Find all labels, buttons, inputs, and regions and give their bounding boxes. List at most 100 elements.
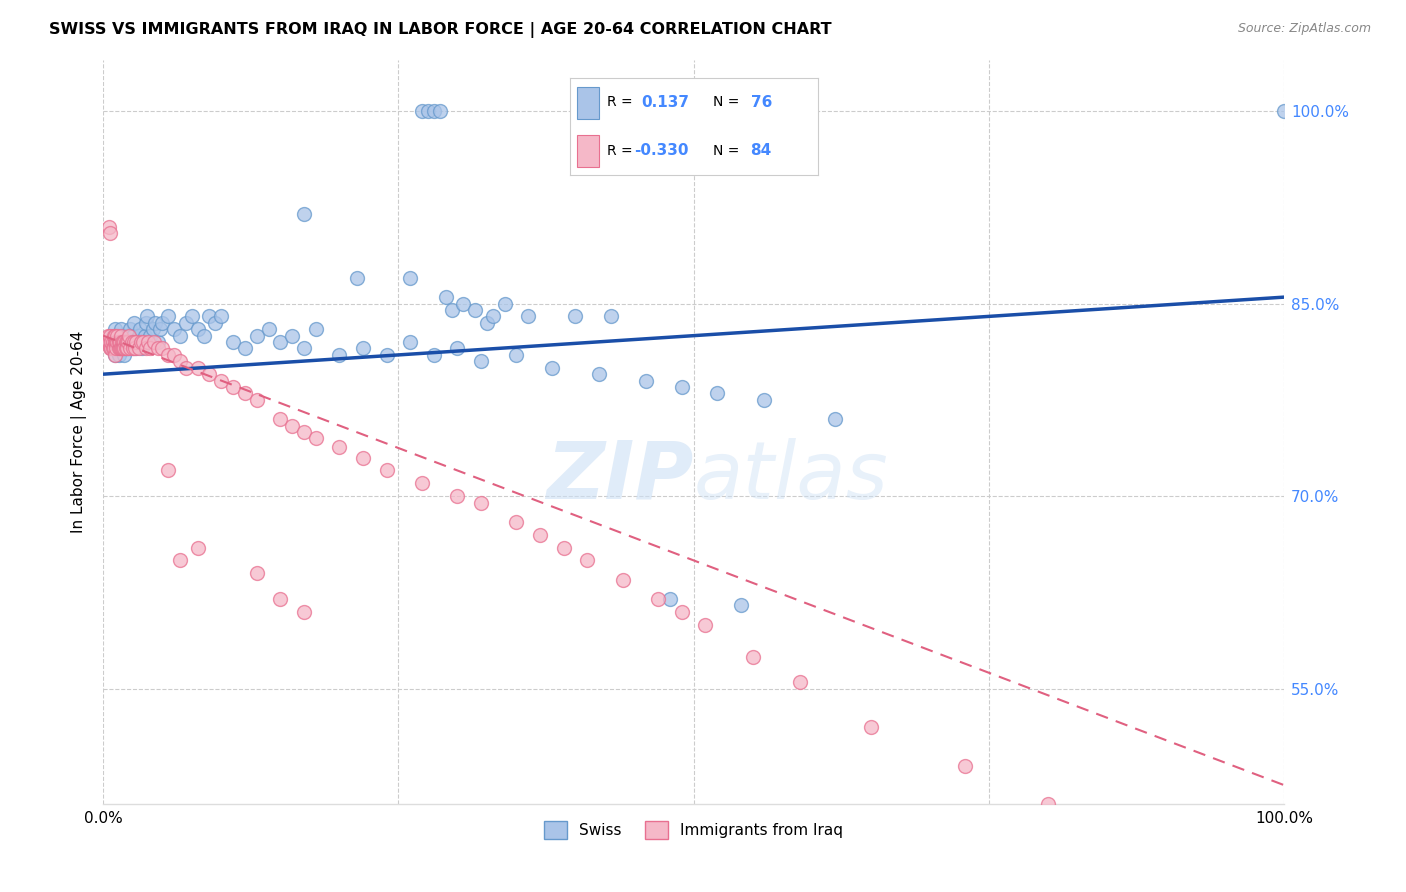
Point [146, 342, 169, 356]
Point [128, 328, 150, 343]
Point [135, 316, 157, 330]
Point [105, 328, 128, 343]
Point [142, 322, 165, 336]
Point [246, 328, 269, 343]
Point [103, 342, 125, 356]
Point [204, 316, 226, 330]
Point [305, 322, 328, 336]
Point [222, 380, 245, 394]
Point [107, 334, 129, 349]
Point [163, 322, 186, 336]
Point [292, 207, 315, 221]
Point [564, 310, 586, 324]
Point [115, 334, 138, 349]
Point [118, 328, 141, 343]
Point [114, 342, 136, 356]
Point [146, 334, 169, 349]
Point [135, 310, 157, 324]
Point [98, 219, 121, 234]
Point [117, 342, 139, 356]
Point [411, 103, 433, 118]
Point [157, 310, 180, 324]
Point [129, 334, 152, 349]
Point [111, 342, 134, 356]
Point [269, 412, 291, 426]
Point [120, 342, 142, 356]
Legend: Swiss, Immigrants from Iraq: Swiss, Immigrants from Iraq [538, 815, 849, 845]
Point [730, 599, 752, 613]
Point [124, 334, 146, 349]
Point [446, 342, 468, 356]
Point [105, 342, 128, 356]
Point [125, 334, 148, 349]
Point [136, 334, 159, 349]
Point [292, 605, 315, 619]
Point [281, 418, 304, 433]
Point [104, 328, 127, 343]
Point [187, 360, 209, 375]
Point [104, 348, 127, 362]
Point [246, 392, 269, 407]
Point [470, 354, 492, 368]
Point [115, 342, 138, 356]
Point [434, 290, 457, 304]
Point [101, 334, 124, 349]
Point [149, 322, 172, 336]
Point [121, 328, 143, 343]
Point [100, 334, 122, 349]
Point [127, 334, 149, 349]
Point [112, 342, 135, 356]
Point [423, 103, 446, 118]
Point [105, 334, 128, 349]
Point [107, 348, 129, 362]
Point [98, 342, 121, 356]
Point [115, 328, 138, 343]
Point [292, 425, 315, 439]
Point [505, 515, 527, 529]
Point [233, 342, 256, 356]
Point [114, 334, 136, 349]
Point [104, 334, 127, 349]
Point [529, 527, 551, 541]
Point [134, 328, 156, 343]
Point [411, 476, 433, 491]
Point [541, 360, 564, 375]
Point [157, 463, 180, 477]
Point [505, 348, 527, 362]
Point [281, 328, 304, 343]
Point [233, 386, 256, 401]
Point [482, 310, 505, 324]
Point [169, 553, 191, 567]
Point [105, 334, 128, 349]
Text: Source: ZipAtlas.com: Source: ZipAtlas.com [1237, 22, 1371, 36]
Point [1272, 103, 1295, 118]
Point [671, 380, 693, 394]
Point [114, 342, 136, 356]
Point [440, 303, 463, 318]
Point [128, 342, 150, 356]
Point [187, 541, 209, 555]
Point [104, 322, 127, 336]
Point [494, 296, 516, 310]
Point [169, 328, 191, 343]
Text: atlas: atlas [693, 438, 889, 516]
Point [139, 342, 162, 356]
Point [110, 328, 132, 343]
Point [193, 328, 215, 343]
Point [157, 348, 180, 362]
Point [464, 303, 486, 318]
Point [121, 342, 143, 356]
Point [110, 334, 132, 349]
Point [163, 348, 186, 362]
Point [292, 342, 315, 356]
Point [100, 342, 122, 356]
Point [269, 591, 291, 606]
Point [121, 334, 143, 349]
Point [117, 334, 139, 349]
Point [423, 348, 446, 362]
Point [346, 271, 368, 285]
Point [108, 342, 131, 356]
Point [100, 342, 122, 356]
Point [114, 342, 136, 356]
Point [328, 441, 350, 455]
